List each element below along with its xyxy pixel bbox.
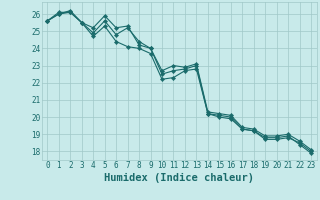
X-axis label: Humidex (Indice chaleur): Humidex (Indice chaleur) <box>104 173 254 183</box>
